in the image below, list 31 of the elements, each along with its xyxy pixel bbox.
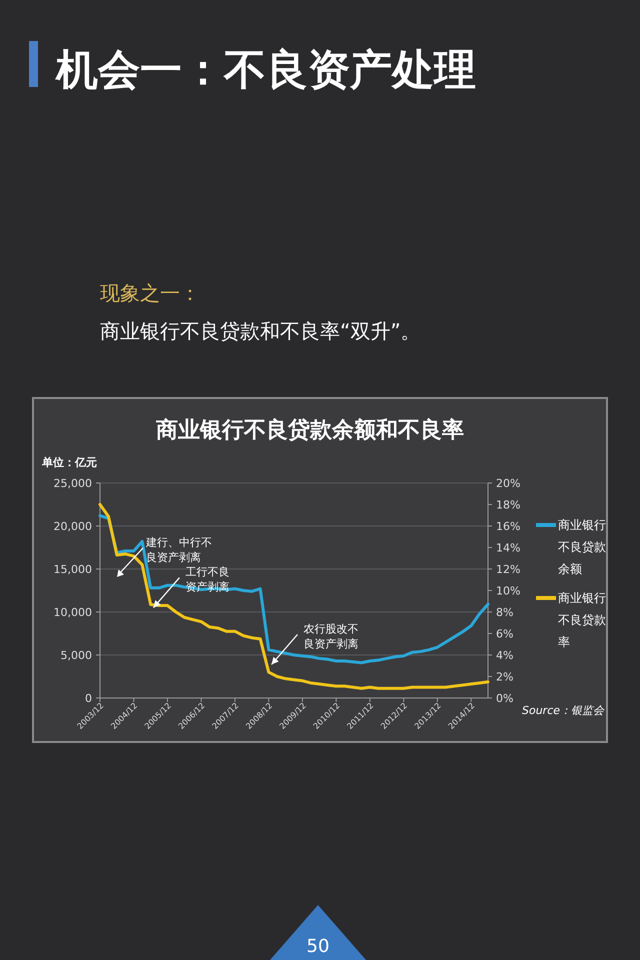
y2-tick-label: 0%: [496, 692, 514, 705]
y-tick-label: 0: [85, 692, 92, 705]
y-tick-label: 15,000: [54, 563, 92, 576]
y2-tick-label: 16%: [496, 520, 520, 533]
text: 现象之一：: [100, 281, 200, 305]
y2-tick-label: 20%: [496, 477, 520, 490]
text: 50: [306, 936, 330, 957]
y-tick-label: 25,000: [54, 477, 92, 490]
y-tick-label: 10,000: [54, 606, 92, 619]
text: 商业银行不良贷款和不良率“双升”。: [100, 319, 421, 343]
y2-tick-label: 14%: [496, 542, 520, 554]
y2-tick-label: 12%: [496, 563, 520, 576]
y2-tick-label: 6%: [496, 628, 514, 640]
y2-tick-label: 2%: [496, 670, 514, 684]
y-axis-title: 单位：亿元: [41, 456, 97, 469]
source-note: Source：银监会: [522, 704, 606, 717]
y2-tick-label: 18%: [496, 498, 520, 512]
legend-label: 商业银行不良贷款余额: [558, 518, 606, 576]
y-tick-label: 5,000: [60, 649, 92, 662]
line-series: [98, 514, 490, 664]
y2-tick-label: 4%: [496, 649, 514, 662]
y2-tick-label: 8%: [496, 606, 514, 619]
text: 机会一：不良资产处理: [55, 45, 476, 94]
annotation: 农行股改不良资产剥离: [304, 622, 359, 650]
annotation: 建行、中行不良资产剥离: [145, 536, 212, 564]
legend-label: 商业银行不良贷款率: [558, 591, 606, 649]
annotation: 工行不良资产剥离: [185, 566, 230, 594]
y-tick-label: 20,000: [54, 520, 92, 533]
line-series: [98, 503, 490, 690]
chart-title: 商业银行不良贷款余额和不良率: [155, 417, 464, 443]
y2-tick-label: 10%: [496, 584, 520, 598]
